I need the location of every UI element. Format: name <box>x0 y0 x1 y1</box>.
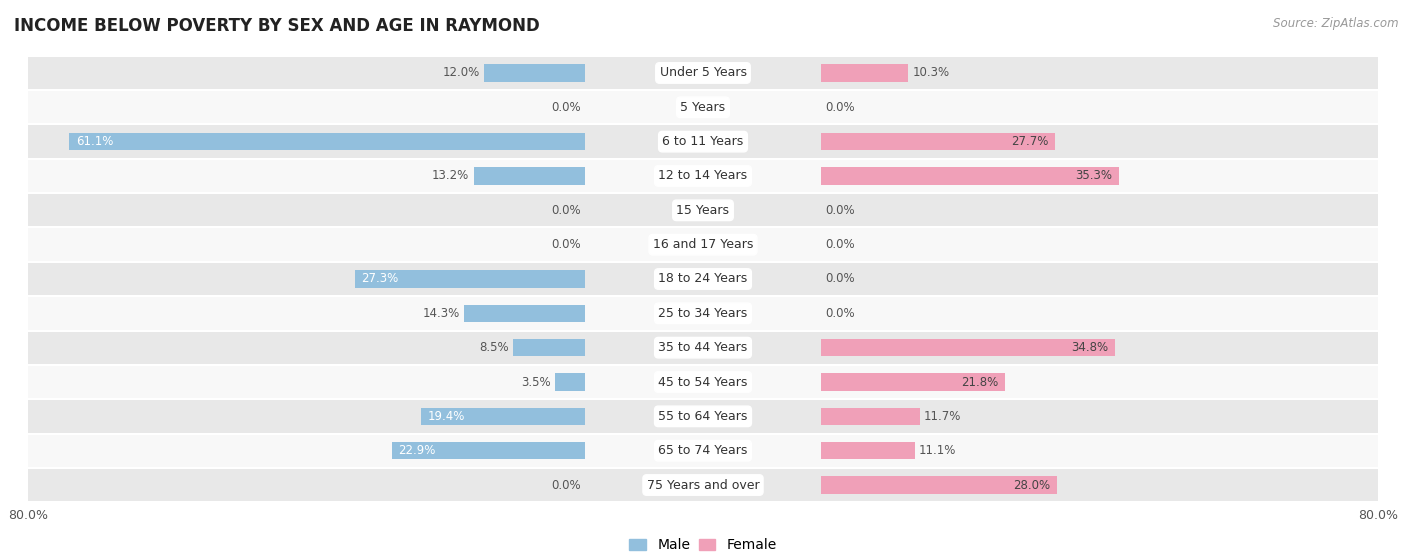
Text: 0.0%: 0.0% <box>551 204 581 217</box>
Text: 21.8%: 21.8% <box>962 376 998 388</box>
Text: 12 to 14 Years: 12 to 14 Years <box>658 170 748 182</box>
Bar <box>422 408 585 425</box>
Bar <box>28 262 1378 296</box>
Legend: Male, Female: Male, Female <box>624 533 782 558</box>
Text: 13.2%: 13.2% <box>432 170 470 182</box>
Bar <box>28 365 1378 399</box>
Text: Source: ZipAtlas.com: Source: ZipAtlas.com <box>1274 17 1399 30</box>
Bar <box>464 305 585 322</box>
Text: 0.0%: 0.0% <box>551 238 581 251</box>
Text: 0.0%: 0.0% <box>825 204 855 217</box>
Bar <box>28 90 1378 124</box>
Bar <box>28 434 1378 468</box>
Bar <box>821 477 1057 494</box>
Text: 27.7%: 27.7% <box>1011 135 1047 148</box>
Text: 27.3%: 27.3% <box>361 272 398 286</box>
Text: INCOME BELOW POVERTY BY SEX AND AGE IN RAYMOND: INCOME BELOW POVERTY BY SEX AND AGE IN R… <box>14 17 540 35</box>
Text: 3.5%: 3.5% <box>522 376 551 388</box>
Text: 16 and 17 Years: 16 and 17 Years <box>652 238 754 251</box>
Bar <box>28 399 1378 434</box>
Bar <box>28 193 1378 228</box>
Text: 12.0%: 12.0% <box>443 66 479 79</box>
Bar <box>28 124 1378 159</box>
Text: 35.3%: 35.3% <box>1076 170 1112 182</box>
Bar <box>821 373 1005 391</box>
Text: 22.9%: 22.9% <box>398 444 436 457</box>
Text: 0.0%: 0.0% <box>825 272 855 286</box>
Bar <box>513 339 585 356</box>
Text: 25 to 34 Years: 25 to 34 Years <box>658 307 748 320</box>
Bar <box>821 442 915 459</box>
Text: 5 Years: 5 Years <box>681 101 725 114</box>
Bar <box>28 159 1378 193</box>
Bar <box>484 64 585 81</box>
Bar <box>392 442 585 459</box>
Text: 45 to 54 Years: 45 to 54 Years <box>658 376 748 388</box>
Text: 0.0%: 0.0% <box>551 101 581 114</box>
Bar <box>821 133 1054 150</box>
Text: 35 to 44 Years: 35 to 44 Years <box>658 341 748 354</box>
Bar <box>474 167 585 185</box>
Text: 0.0%: 0.0% <box>825 307 855 320</box>
Bar <box>28 468 1378 502</box>
Bar <box>821 339 1115 356</box>
Bar <box>28 296 1378 330</box>
Text: 55 to 64 Years: 55 to 64 Years <box>658 410 748 423</box>
Text: 10.3%: 10.3% <box>912 66 949 79</box>
Text: 61.1%: 61.1% <box>76 135 114 148</box>
Bar <box>555 373 585 391</box>
Text: 14.3%: 14.3% <box>423 307 460 320</box>
Text: 8.5%: 8.5% <box>479 341 509 354</box>
Text: 18 to 24 Years: 18 to 24 Years <box>658 272 748 286</box>
Text: 6 to 11 Years: 6 to 11 Years <box>662 135 744 148</box>
Bar <box>69 133 585 150</box>
Text: Under 5 Years: Under 5 Years <box>659 66 747 79</box>
Text: 34.8%: 34.8% <box>1071 341 1108 354</box>
Text: 0.0%: 0.0% <box>825 238 855 251</box>
Text: 11.1%: 11.1% <box>920 444 956 457</box>
Text: 11.7%: 11.7% <box>924 410 962 423</box>
Bar <box>821 64 908 81</box>
Text: 65 to 74 Years: 65 to 74 Years <box>658 444 748 457</box>
Text: 19.4%: 19.4% <box>427 410 465 423</box>
Bar <box>821 408 920 425</box>
Text: 28.0%: 28.0% <box>1014 479 1050 492</box>
Text: 15 Years: 15 Years <box>676 204 730 217</box>
Bar <box>28 228 1378 262</box>
Bar <box>354 271 585 287</box>
Bar <box>821 167 1119 185</box>
Text: 0.0%: 0.0% <box>551 479 581 492</box>
Text: 75 Years and over: 75 Years and over <box>647 479 759 492</box>
Bar <box>28 56 1378 90</box>
Bar <box>28 330 1378 365</box>
Text: 0.0%: 0.0% <box>825 101 855 114</box>
